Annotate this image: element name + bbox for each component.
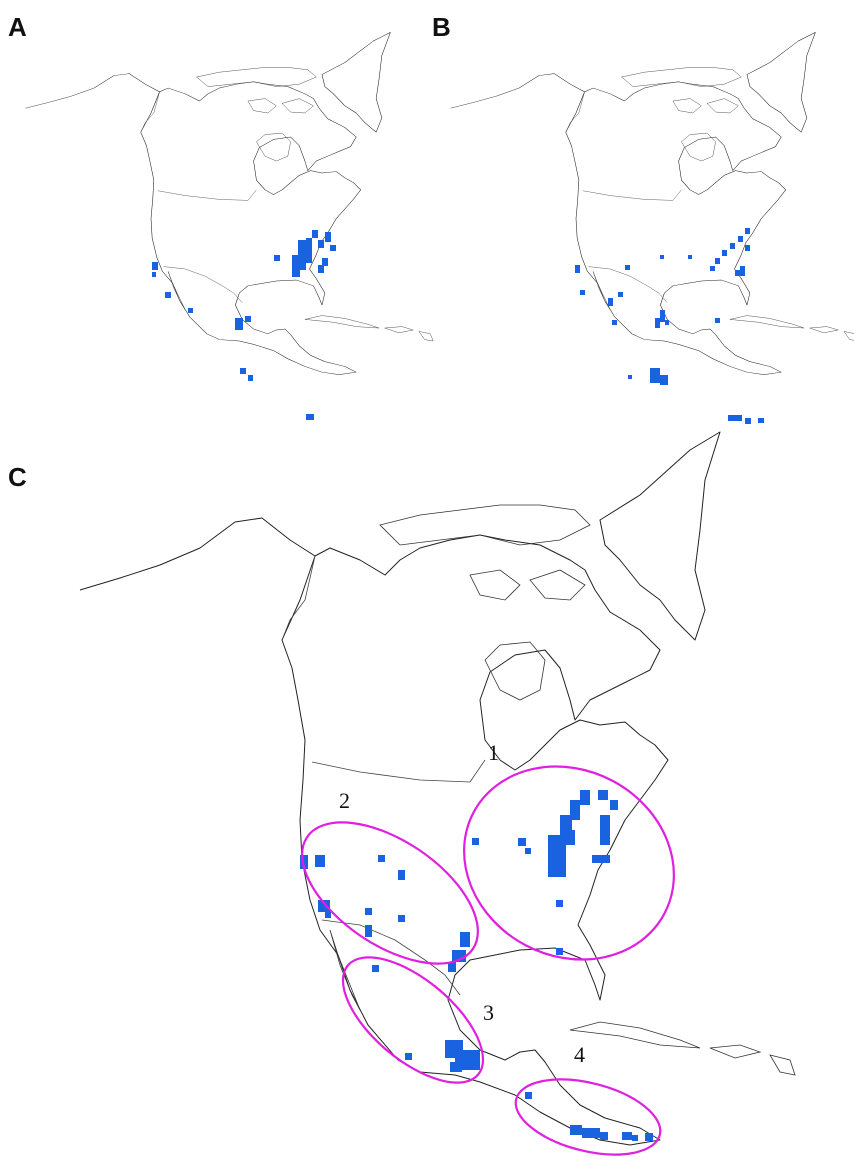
- region-label-1: 1: [488, 740, 499, 765]
- panel-a-map: [25, 32, 434, 375]
- panel-label-c: C: [8, 462, 27, 492]
- region-label-2: 2: [339, 788, 350, 813]
- region-label-3: 3: [483, 1000, 494, 1025]
- panel-c-map: [79, 431, 796, 1146]
- panel-c-occurrences: [300, 790, 653, 1141]
- region-ellipse-2: [301, 821, 479, 965]
- region-ellipse-4: [514, 1078, 662, 1156]
- region-ellipse-3: [341, 956, 485, 1084]
- region-ellipse-1: [463, 765, 675, 961]
- region-label-4: 4: [574, 1042, 585, 1067]
- panel-label-a: A: [8, 12, 27, 42]
- region-outlines: [301, 765, 675, 1156]
- panel-b-occurrences: [575, 228, 764, 424]
- panel-a-occurrences: [152, 230, 336, 420]
- panel-b-map: [450, 32, 854, 375]
- panel-label-b: B: [432, 12, 451, 42]
